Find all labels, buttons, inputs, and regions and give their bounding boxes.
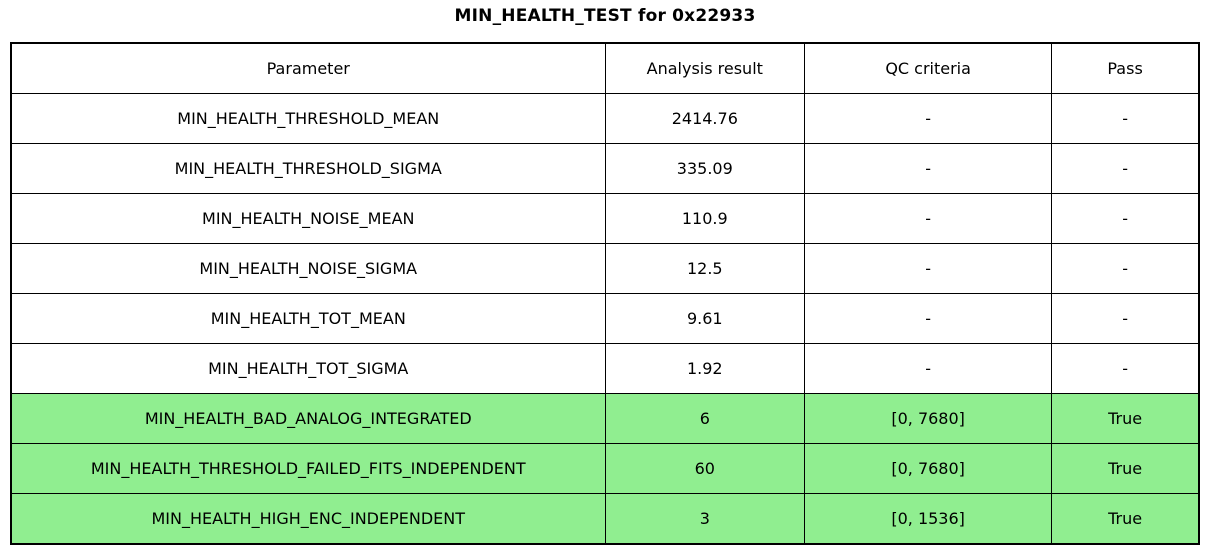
column-header-analysis-result: Analysis result (604, 42, 806, 94)
analysis-result-cell: 1.92 (604, 343, 806, 394)
table-row: MIN_HEALTH_NOISE_SIGMA 12.5 - - (10, 243, 1200, 294)
analysis-result-cell: 2414.76 (604, 93, 806, 144)
pass-cell: True (1051, 493, 1200, 545)
qc-criteria-cell: [0, 7680] (804, 393, 1053, 444)
table-row: MIN_HEALTH_TOT_MEAN 9.61 - - (10, 293, 1200, 344)
pass-cell: - (1051, 293, 1200, 344)
column-header-parameter: Parameter (10, 42, 606, 94)
analysis-result-cell: 110.9 (604, 193, 806, 244)
parameter-cell: MIN_HEALTH_THRESHOLD_SIGMA (10, 143, 606, 194)
parameter-cell: MIN_HEALTH_NOISE_MEAN (10, 193, 606, 244)
parameter-cell: MIN_HEALTH_NOISE_SIGMA (10, 243, 606, 294)
table-row-pass: MIN_HEALTH_THRESHOLD_FAILED_FITS_INDEPEN… (10, 443, 1200, 494)
pass-cell: - (1051, 143, 1200, 194)
analysis-result-cell: 335.09 (604, 143, 806, 194)
analysis-result-cell: 3 (604, 493, 806, 545)
qc-criteria-cell: - (804, 243, 1053, 294)
analysis-result-cell: 12.5 (604, 243, 806, 294)
qc-criteria-cell: [0, 7680] (804, 443, 1053, 494)
table-row-pass: MIN_HEALTH_BAD_ANALOG_INTEGRATED 6 [0, 7… (10, 393, 1200, 444)
table-body: MIN_HEALTH_THRESHOLD_MEAN 2414.76 - - MI… (10, 93, 1200, 545)
qc-criteria-cell: [0, 1536] (804, 493, 1053, 545)
table-row: MIN_HEALTH_NOISE_MEAN 110.9 - - (10, 193, 1200, 244)
column-header-pass: Pass (1051, 42, 1200, 94)
table-row-pass: MIN_HEALTH_HIGH_ENC_INDEPENDENT 3 [0, 15… (10, 493, 1200, 545)
pass-cell: True (1051, 443, 1200, 494)
table-row: MIN_HEALTH_THRESHOLD_MEAN 2414.76 - - (10, 93, 1200, 144)
analysis-result-cell: 9.61 (604, 293, 806, 344)
pass-cell: - (1051, 243, 1200, 294)
table-row: MIN_HEALTH_THRESHOLD_SIGMA 335.09 - - (10, 143, 1200, 194)
parameter-cell: MIN_HEALTH_THRESHOLD_FAILED_FITS_INDEPEN… (10, 443, 606, 494)
analysis-result-cell: 60 (604, 443, 806, 494)
table-header-row: Parameter Analysis result QC criteria Pa… (10, 42, 1200, 94)
page-title: MIN_HEALTH_TEST for 0x22933 (454, 6, 756, 26)
qc-criteria-cell: - (804, 193, 1053, 244)
pass-cell: - (1051, 93, 1200, 144)
pass-cell: - (1051, 343, 1200, 394)
analysis-result-cell: 6 (604, 393, 806, 444)
qc-criteria-cell: - (804, 143, 1053, 194)
parameter-cell: MIN_HEALTH_THRESHOLD_MEAN (10, 93, 606, 144)
pass-cell: True (1051, 393, 1200, 444)
pass-cell: - (1051, 193, 1200, 244)
column-header-qc-criteria: QC criteria (804, 42, 1053, 94)
parameter-cell: MIN_HEALTH_TOT_SIGMA (10, 343, 606, 394)
qc-criteria-cell: - (804, 93, 1053, 144)
parameter-cell: MIN_HEALTH_HIGH_ENC_INDEPENDENT (10, 493, 606, 545)
qc-criteria-cell: - (804, 293, 1053, 344)
parameter-cell: MIN_HEALTH_TOT_MEAN (10, 293, 606, 344)
parameter-cell: MIN_HEALTH_BAD_ANALOG_INTEGRATED (10, 393, 606, 444)
table-row: MIN_HEALTH_TOT_SIGMA 1.92 - - (10, 343, 1200, 394)
qc-results-table: Parameter Analysis result QC criteria Pa… (10, 42, 1200, 545)
qc-criteria-cell: - (804, 343, 1053, 394)
